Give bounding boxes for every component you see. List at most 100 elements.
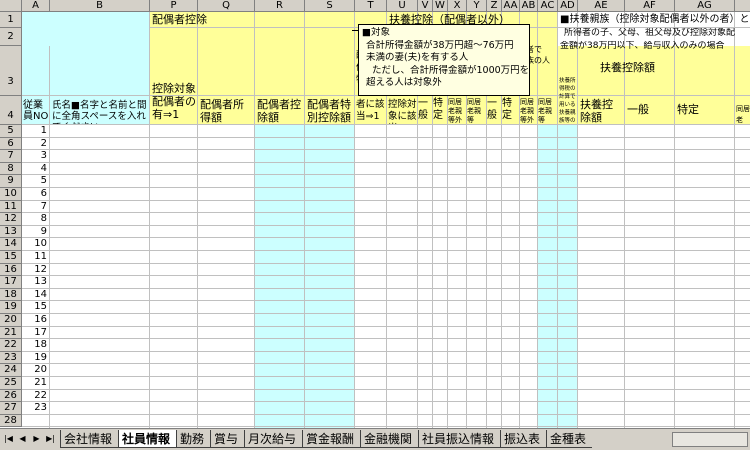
header-cell: 同居老親等 <box>467 98 481 124</box>
column-header: W <box>433 0 448 12</box>
data-bg <box>538 125 578 430</box>
row-header: 22 <box>0 339 22 352</box>
row-header: 26 <box>0 389 22 403</box>
grid-line <box>22 224 750 226</box>
grid-line <box>22 325 750 327</box>
corner <box>0 0 22 12</box>
header-cell: 者で <box>526 45 542 54</box>
employee-number: 10 <box>34 238 47 250</box>
grid-line <box>557 12 558 430</box>
row-header: 25 <box>0 377 22 390</box>
employee-number: 1 <box>40 125 47 136</box>
row-header: 10 <box>0 188 22 201</box>
row-header: 4 <box>0 96 22 125</box>
tab-nav[interactable]: |◀ <box>4 434 13 443</box>
header-cell: 一般 <box>418 98 428 121</box>
row-header: 15 <box>0 251 22 264</box>
header-cell: 配偶者控除 <box>152 13 207 26</box>
sheet-tab[interactable]: 勤務 <box>176 430 210 448</box>
row-header: 13 <box>0 225 22 239</box>
grid-line <box>304 12 305 430</box>
header-cell: 同居老親等外 <box>520 98 534 124</box>
grid-line <box>254 12 255 430</box>
grid-line <box>22 250 750 251</box>
comment-box <box>358 24 530 96</box>
grid-line <box>486 12 487 430</box>
row-header: 1 <box>0 12 22 28</box>
grid-line <box>432 12 433 430</box>
grid-line <box>22 124 750 125</box>
h-scrollbar[interactable] <box>672 432 748 447</box>
grid-line <box>22 161 750 163</box>
header-cell: 族の人 <box>526 56 550 65</box>
comment-line: 合計所得金額が38万円超～76万円 <box>366 39 514 51</box>
row-header: 19 <box>0 301 22 314</box>
row-header: 23 <box>0 351 22 365</box>
sheet-tab[interactable]: 振込表 <box>500 430 546 448</box>
employee-number: 21 <box>34 377 47 388</box>
sheet-tab[interactable]: 月次給与 <box>244 430 302 448</box>
grid-line <box>577 12 578 430</box>
header-cell: 特定 <box>677 103 699 116</box>
grid-line <box>22 187 750 188</box>
grid-line <box>386 12 387 430</box>
grid-line <box>22 149 750 151</box>
row-header: 5 <box>0 125 22 138</box>
sheet-tab[interactable]: 賞金報酬 <box>302 430 360 448</box>
row-header: 28 <box>0 414 22 428</box>
header-bg <box>22 12 150 125</box>
sheet-tab[interactable]: 賞与 <box>210 430 244 448</box>
employee-number: 11 <box>34 251 47 262</box>
employee-number: 20 <box>34 364 47 376</box>
row-header: 24 <box>0 364 22 377</box>
sheet-tab[interactable]: 金種表 <box>546 430 592 448</box>
tab-nav[interactable]: ◀ <box>19 434 26 443</box>
grid-line <box>22 275 750 277</box>
row-header: 8 <box>0 162 22 176</box>
row-header: 7 <box>0 150 22 163</box>
employee-number: 16 <box>34 314 47 325</box>
header-cell: 特定 <box>502 98 512 121</box>
header-cell: 同居老親等外 <box>448 98 462 124</box>
employee-number: 13 <box>34 276 47 288</box>
grid-line <box>22 363 750 365</box>
header-cell: 配偶者所得額 <box>200 98 244 124</box>
sheet-tab[interactable]: 社員振込情報 <box>418 430 500 448</box>
grid-line <box>22 350 750 352</box>
grid-line <box>22 174 750 176</box>
employee-number: 5 <box>40 175 47 187</box>
employee-number: 6 <box>40 188 47 199</box>
tab-nav[interactable]: ▶ <box>33 434 40 443</box>
employee-number: 8 <box>40 213 47 225</box>
grid-line <box>149 12 150 430</box>
header-cell: 扶養控除（配偶者以外） <box>389 13 510 26</box>
employee-number: 12 <box>34 263 47 275</box>
grid-line <box>49 46 50 450</box>
sheet-tab[interactable]: 会社情報 <box>60 430 118 448</box>
sheet-tab[interactable]: 社員情報 <box>118 430 176 448</box>
grid-line <box>22 300 750 302</box>
row-header: 11 <box>0 200 22 214</box>
grid-line <box>22 313 750 314</box>
column-header: S <box>305 0 355 12</box>
employee-number: 14 <box>34 288 47 300</box>
grid-line <box>466 12 467 430</box>
header-cell: 扶養控除額 <box>600 62 655 74</box>
column-header: P <box>150 0 198 12</box>
employee-number: 7 <box>40 200 47 212</box>
header-cell: 控除対象配偶者の有⇒1 <box>152 82 196 121</box>
employee-number: 15 <box>34 301 47 313</box>
row-header: 27 <box>0 402 22 415</box>
grid-line <box>22 262 750 264</box>
tab-nav[interactable]: ▶| <box>46 434 55 443</box>
header-cell: 同居老親等 <box>538 98 552 124</box>
header-cell: 控除対象に該当⇒1 <box>388 99 417 124</box>
employee-number: 22 <box>34 389 47 401</box>
header-bg <box>558 46 750 125</box>
employee-number: 4 <box>40 162 47 174</box>
column-header: AB <box>520 0 538 12</box>
sheet-tab[interactable]: 金融機関 <box>360 430 418 448</box>
grid-line <box>447 12 448 430</box>
column-header: AG <box>675 0 735 12</box>
